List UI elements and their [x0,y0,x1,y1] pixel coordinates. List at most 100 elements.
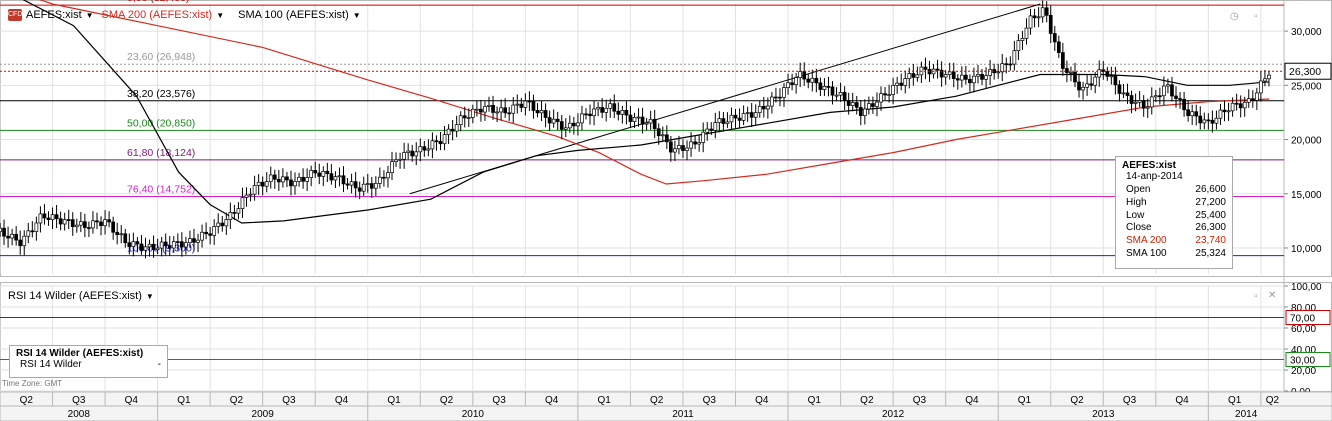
price-candle [1162,85,1166,97]
price-candle [317,172,322,177]
price-candle [1174,95,1178,99]
price-candle [1121,92,1126,95]
rsi-dropdown-icon[interactable]: ▼ [145,291,154,301]
price-candle [535,110,540,114]
price-candle [175,241,180,243]
price-candle [1206,119,1211,122]
price-candle [1145,106,1150,109]
clock-icon[interactable]: ◷ [1230,11,1239,22]
price-candle [139,243,144,251]
price-candle [281,176,285,183]
price-candle [1020,38,1025,41]
price-candle [891,85,895,95]
symbol-dropdown-icon[interactable]: ▼ [85,10,94,20]
maximize-rsi-icon[interactable]: ▫ [1254,291,1258,302]
price-candle [547,117,552,124]
price-candle [458,115,463,125]
price-candle [475,108,479,111]
fib-level-label: 38,20 (23,576) [127,88,195,100]
price-candle [511,104,516,114]
price-candle [1097,69,1102,78]
price-candle [115,231,120,235]
price-candle [862,108,867,116]
price-candle [1016,40,1021,51]
price-candle [786,82,790,88]
price-candle [543,110,548,118]
price-candle [555,118,560,122]
close-rsi-icon[interactable]: ✕ [1268,290,1277,301]
rsi-level-label: 30,00 [1290,356,1315,367]
price-candle [867,103,871,110]
price-candle [107,219,111,223]
quarter-label: Q1 [387,395,401,406]
price-candle [382,176,386,179]
price-candle [733,114,738,119]
fib-level-label: 50,00 (20,850) [127,117,195,129]
sma100-indicator-label[interactable]: SMA 100 (AEFES:xist) [238,9,349,21]
price-candle [398,158,402,161]
maximize-pane-icon[interactable]: ▫ [1254,11,1258,22]
quarter-label: Q2 [1266,395,1280,406]
price-candle [980,74,984,80]
price-candle [426,148,431,151]
price-candle [1113,75,1118,86]
price-candle [422,146,427,151]
price-candle [636,116,641,119]
price-candle [527,100,532,103]
price-candle [62,219,67,225]
price-candle [834,94,839,97]
quarter-label: Q2 [230,395,244,406]
price-candle [430,140,435,150]
sma100-dropdown-icon[interactable]: ▼ [352,10,361,20]
price-candle [1166,84,1170,87]
price-candle [495,111,499,114]
price-candle [1234,102,1239,105]
price-candle [378,176,382,184]
price-candle [725,121,730,124]
price-candle [50,214,55,221]
price-candle [1267,74,1271,80]
rsi-data-window: RSI 14 Wilder (AEFES:xist) RSI 14 Wilder… [9,345,168,378]
quarter-label: Q2 [20,395,34,406]
price-candle [10,233,14,239]
price-candle [434,140,439,143]
price-candle [470,108,475,118]
rsi-y-tick-label: 40,00 [1291,345,1316,356]
price-candle [1089,83,1093,86]
symbol-selector[interactable]: AEFES:xist [26,9,82,21]
price-candle [256,181,261,186]
price-candle [778,96,782,99]
year-label: 2009 [252,409,275,420]
price-candle [244,194,249,198]
price-candle [293,180,297,187]
price-candle [479,108,483,113]
timezone-label: Time Zone: GMT [2,379,63,388]
price-candle [180,241,184,248]
price-candle [1073,72,1077,83]
quarter-label: Q1 [177,395,191,406]
quarter-label: Q4 [1175,395,1189,406]
price-candle [761,105,766,110]
sma200-dropdown-icon[interactable]: ▼ [216,10,225,20]
price-candle [159,241,164,249]
price-candle [1226,110,1231,113]
quarter-label: Q4 [125,395,139,406]
price-candle [1117,84,1122,94]
sma200-indicator-label[interactable]: SMA 200 (AEFES:xist) [101,9,213,21]
price-candle [66,219,71,221]
quarter-label: Q1 [598,395,612,406]
quarter-label: Q4 [335,395,349,406]
fib-level-label: 61,80 (18,124) [127,147,195,159]
price-candle [737,117,742,121]
price-candle [903,78,908,86]
price-candle [923,66,928,70]
price-candle [774,96,778,99]
price-candle [943,74,948,78]
price-candle [18,239,23,247]
rsi-level-label: 70,00 [1290,314,1315,325]
price-candle [976,74,980,77]
rsi-indicator-label[interactable]: RSI 14 Wilder (AEFES:xist) [8,290,142,302]
price-candle [42,213,47,219]
sma100-line [22,0,1270,224]
price-candle [1263,78,1267,82]
